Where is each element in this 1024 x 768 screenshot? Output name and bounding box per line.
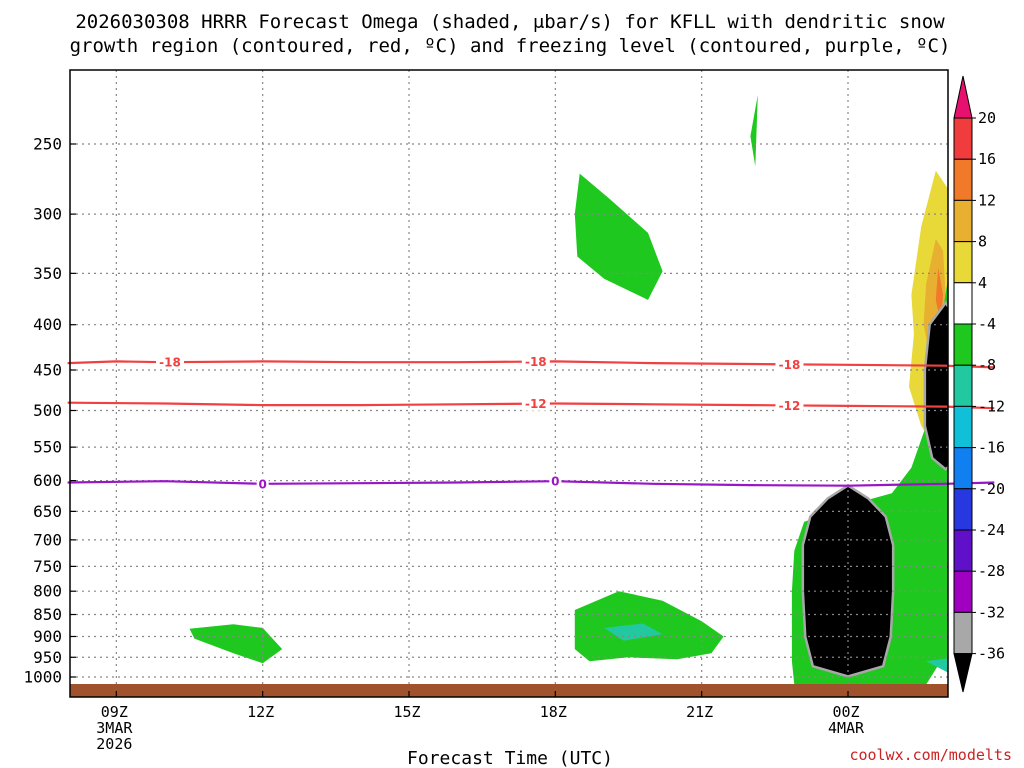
y-tick-label: 1000 [23, 668, 62, 687]
x-tick-label: 15Z [393, 703, 420, 721]
y-tick-label: 600 [33, 471, 62, 490]
surface-terrain [70, 684, 948, 697]
colorbar-swatch [953, 570, 973, 613]
colorbar-label: -8 [978, 356, 996, 374]
omega-region [574, 591, 724, 662]
dendritic-contour-label-bg [521, 354, 550, 369]
colorbar-label: -20 [978, 480, 1005, 498]
colorbar-swatch [953, 75, 973, 119]
colorbar-swatch [953, 199, 973, 243]
colorbar-label: -12 [978, 397, 1005, 415]
y-tick-label: 750 [33, 557, 62, 576]
colorbar-swatch [953, 158, 973, 201]
colorbar-label: -28 [978, 562, 1005, 580]
colorbar-swatch [953, 282, 973, 325]
colorbar-swatch [953, 323, 973, 366]
colorbar-swatch [953, 611, 973, 655]
colorbar-label: 8 [978, 233, 987, 251]
plot-frame [69, 69, 949, 698]
dendritic-contour-label-bg [775, 357, 804, 372]
colorbar-swatch [953, 405, 973, 449]
dendritic-contour-label-bg [155, 355, 184, 370]
colorbar-swatch [953, 117, 973, 160]
freezing-level-contour-label-bg [549, 474, 562, 489]
y-tick-label: 650 [33, 502, 62, 521]
x-tick-label: 21Z [686, 703, 713, 721]
colorbar-swatch [953, 241, 973, 284]
colorbar: 20 16 12 8 4 -4 -8 -12 -16 -20 -24 -28 -32 -36 [953, 75, 1005, 693]
dendritic-contour-label-bg [521, 396, 550, 411]
colorbar-label: 20 [978, 109, 996, 127]
colorbar-label: 12 [978, 191, 996, 209]
chart-title-line2: growth region (contoured, red, ºC) and f… [70, 35, 951, 57]
y-tick-label: 350 [33, 264, 62, 283]
freezing-level-contour-line [67, 480, 995, 487]
x-tick-label: 09Z [101, 703, 128, 721]
y-tick-label: 800 [33, 582, 62, 601]
y-tick-label: 400 [33, 315, 62, 334]
colorbar-label: 16 [978, 150, 996, 168]
omega-region [750, 94, 758, 167]
y-tick-label: 300 [33, 205, 62, 224]
dendritic-contour-label: -18 [159, 356, 181, 370]
colorbar-label: -16 [978, 439, 1005, 457]
y-tick-label: 500 [33, 401, 62, 420]
dendritic-contour-label: -12 [779, 399, 801, 413]
x-axis-title: Forecast Time (UTC) [407, 748, 613, 768]
colorbar-swatch [953, 447, 973, 490]
y-tick-label: 450 [33, 360, 62, 379]
dendritic-contour-label-bg [775, 398, 804, 413]
x-tick-label: 3MAR [96, 719, 133, 737]
omega-shading [189, 94, 948, 685]
x-tick-label: 12Z [247, 703, 274, 721]
x-tick-label: 18Z [540, 703, 567, 721]
chart-title-line1: 2026030308 HRRR Forecast Omega (shaded, … [75, 11, 945, 33]
freezing-level-contour-label-bg [256, 476, 269, 491]
dendritic-contour-label: -18 [779, 358, 801, 372]
dendritic-contour-label: -18 [525, 355, 547, 369]
axes: 250 300 350 400 450 500 550 600 650 700 750 800 850 9… [23, 69, 949, 753]
freezing-level-contour-label: 0 [551, 475, 559, 489]
credit-text: coolwx.com/modelts [849, 746, 1012, 764]
colorbar-swatch [953, 653, 973, 693]
colorbar-swatch [953, 364, 973, 407]
grid-lines [70, 70, 948, 684]
freezing-level-contour-label: 0 [258, 477, 266, 491]
y-tick-label: 250 [33, 135, 62, 154]
colorbar-label: -36 [978, 645, 1005, 663]
plot-area [70, 94, 948, 697]
y-tick-label: 900 [33, 627, 62, 646]
omega-core-region [923, 300, 948, 471]
contour-lines: -18 -18 -18 -12 -12 0 0 [67, 354, 995, 491]
colorbar-swatch [953, 488, 973, 531]
y-tick-label: 550 [33, 438, 62, 457]
x-tick-label: 2026 [96, 735, 132, 753]
x-tick-label: 4MAR [828, 719, 865, 737]
y-tick-label: 850 [33, 605, 62, 624]
y-tick-label: 700 [33, 530, 62, 549]
colorbar-label: -4 [978, 315, 996, 333]
colorbar-swatch [953, 529, 973, 572]
omega-region [189, 624, 283, 664]
omega-region [574, 173, 663, 300]
colorbar-label: -32 [978, 603, 1005, 621]
y-tick-label: 950 [33, 648, 62, 667]
omega-region [926, 658, 948, 673]
x-tick-label: 00Z [832, 703, 859, 721]
colorbar-label: 4 [978, 274, 987, 292]
dendritic-contour-line [67, 401, 995, 410]
colorbar-label: -24 [978, 521, 1005, 539]
dendritic-contour-label: -12 [525, 397, 547, 411]
